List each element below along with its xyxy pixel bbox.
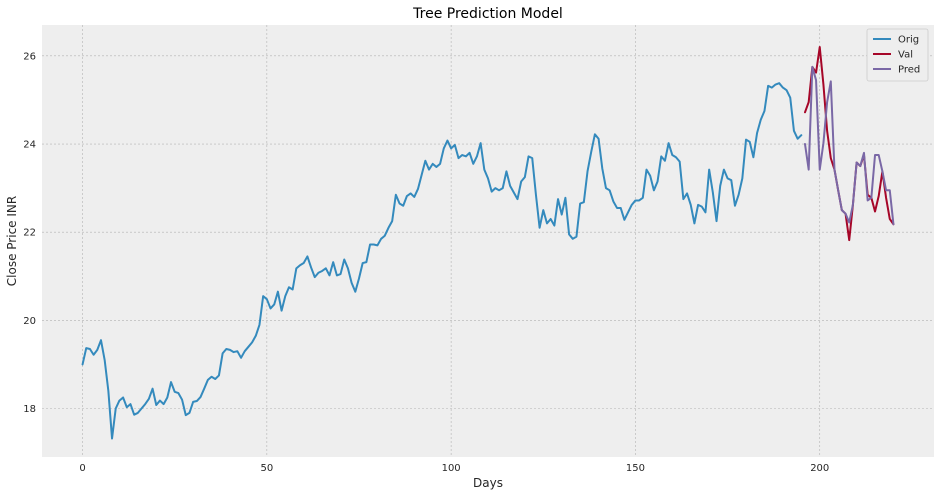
legend-label-pred: Pred [898, 65, 920, 76]
y-tick-label: 22 [23, 228, 36, 239]
legend-label-val: Val [898, 50, 913, 61]
x-tick-label: 100 [442, 463, 461, 474]
x-tick-label: 150 [626, 463, 645, 474]
x-tick-label: 0 [79, 463, 85, 474]
y-tick-label: 18 [23, 404, 36, 415]
plot-area [42, 25, 934, 457]
series-line-orig [81, 82, 803, 440]
x-axis-label: Days [473, 476, 503, 490]
series-line-val [803, 46, 895, 242]
y-axis-label: Close Price INR [5, 196, 19, 286]
x-tick-label: 50 [260, 463, 273, 474]
grid-lines [42, 25, 934, 457]
axis-ticks: 0 50 100 150 200 18 20 22 24 26 [23, 51, 829, 474]
y-tick-label: 24 [23, 140, 36, 151]
x-tick-label: 200 [810, 463, 829, 474]
y-tick-label: 26 [23, 51, 36, 62]
y-tick-label: 20 [23, 316, 36, 327]
legend: Orig Val Pred [866, 28, 929, 82]
series-line-pred [803, 65, 895, 226]
chart-title: Tree Prediction Model [412, 6, 563, 22]
legend-label-orig: Orig [898, 35, 919, 46]
series-layer [81, 46, 895, 440]
